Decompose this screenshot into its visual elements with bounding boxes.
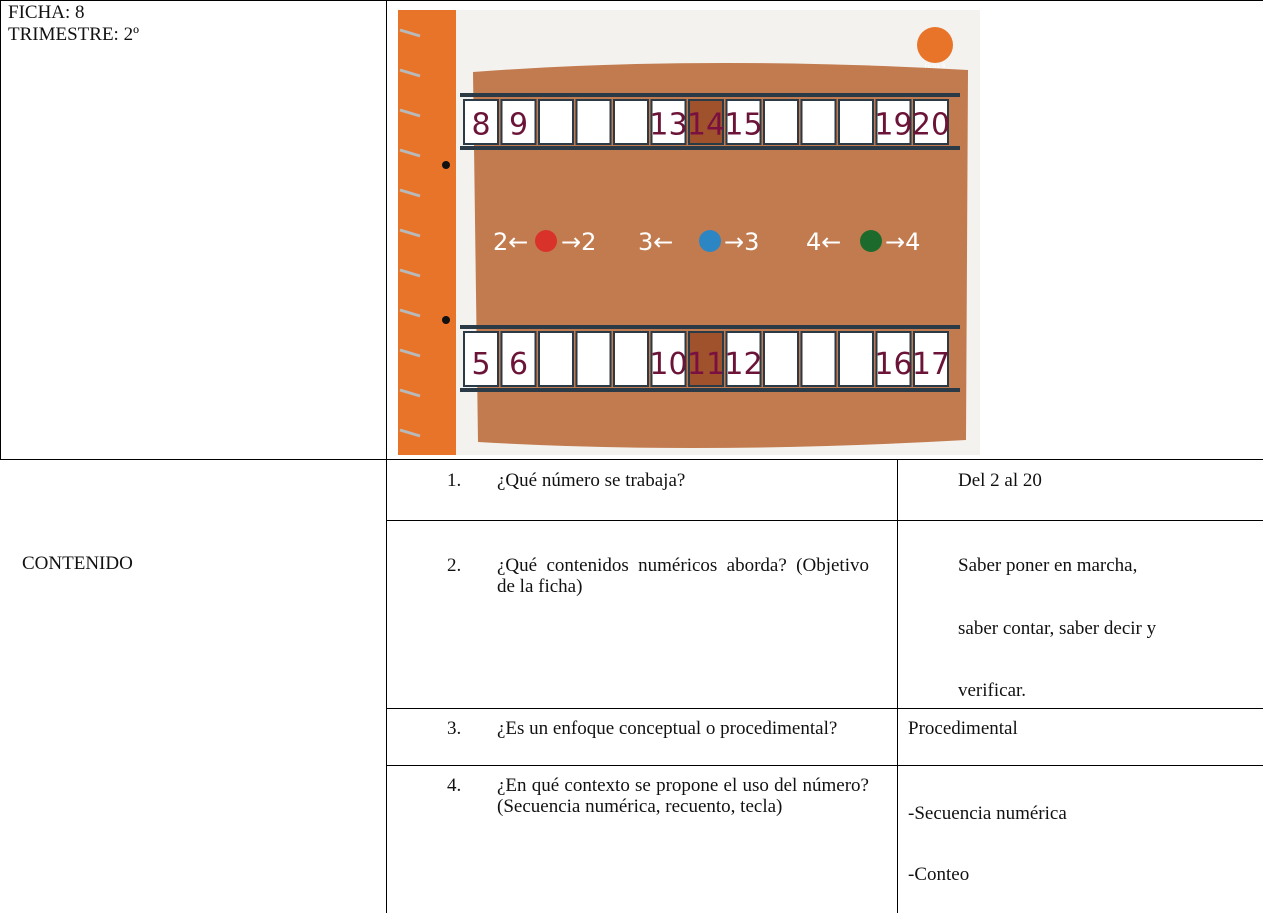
ladder-number: 16 bbox=[874, 347, 912, 382]
border bbox=[0, 459, 1263, 460]
ladder-number: 8 bbox=[471, 107, 490, 142]
ladder-cell bbox=[613, 99, 649, 145]
ladder-cell bbox=[538, 331, 574, 387]
ladder-number: 6 bbox=[509, 347, 528, 382]
ladder-number: 11 bbox=[687, 347, 725, 382]
question-number: 3. bbox=[447, 718, 462, 739]
ladder-cell bbox=[463, 99, 499, 145]
ladder-cell bbox=[650, 331, 687, 387]
answer-line: saber contar, saber decir y bbox=[958, 618, 1157, 639]
ladder-cell bbox=[688, 99, 724, 145]
answer-line: Saber poner en marcha, bbox=[958, 555, 1138, 576]
ladder-cell bbox=[650, 99, 687, 145]
ladder-cell bbox=[575, 99, 612, 145]
ladder-cell bbox=[538, 99, 574, 145]
ladder-cell bbox=[913, 99, 949, 145]
border bbox=[386, 0, 387, 913]
ladder-number: 5 bbox=[471, 347, 490, 382]
badge: Ficha 8 bbox=[924, 63, 945, 70]
ladder-number: 14 bbox=[687, 107, 725, 142]
ladder-cell bbox=[875, 99, 912, 145]
border bbox=[0, 0, 1263, 1]
ladder-number: 9 bbox=[509, 107, 528, 142]
border bbox=[386, 765, 1263, 766]
border bbox=[386, 708, 1263, 709]
ladder-number: 12 bbox=[724, 347, 762, 382]
ladder-cell bbox=[763, 331, 799, 387]
ladder-cell bbox=[500, 99, 537, 145]
answer-line: -Conteo bbox=[908, 864, 970, 885]
answer-line: -Secuencia numérica bbox=[908, 803, 1067, 824]
ladder-number: 15 bbox=[724, 107, 762, 142]
ladder-cell bbox=[913, 331, 949, 387]
answer-line: Procedimental bbox=[908, 718, 1018, 739]
question-text: ¿En qué contexto se propone el uso del n… bbox=[497, 775, 869, 817]
top-ladder: 8 9 13 14 15 19 20 bbox=[460, 93, 960, 150]
question-text: ¿Qué contenidos numéricos aborda? (Objet… bbox=[497, 555, 869, 597]
ladder-number: 20 bbox=[912, 107, 950, 142]
ladder-cell bbox=[575, 331, 612, 387]
ladder-number: 19 bbox=[874, 107, 912, 142]
ladder-cell bbox=[500, 331, 537, 387]
arrow-label: 4← bbox=[806, 228, 841, 256]
border bbox=[897, 460, 898, 913]
ladder-cell bbox=[838, 331, 874, 387]
arrow-label: →4 bbox=[885, 228, 920, 256]
question-number: 4. bbox=[447, 775, 462, 796]
ladder-cell bbox=[800, 99, 837, 145]
bottom-ladder: 5 6 10 11 12 16 17 bbox=[460, 325, 960, 392]
ladder-cell bbox=[838, 99, 874, 145]
ladder-number: 13 bbox=[649, 107, 687, 142]
border bbox=[0, 0, 1, 460]
question-text: ¿Es un enfoque conceptual o procedimenta… bbox=[497, 718, 838, 739]
ladder-number: 17 bbox=[912, 347, 950, 382]
border bbox=[386, 520, 1263, 521]
ladder-cell bbox=[763, 99, 799, 145]
question-text: ¿Qué número se trabaja? bbox=[497, 470, 686, 491]
question-number: 1. bbox=[447, 470, 462, 491]
trimestre: TRIMESTRE: 2º bbox=[8, 24, 139, 45]
ladder-cell bbox=[725, 99, 762, 145]
ladder-cell bbox=[875, 331, 912, 387]
answer-line: Del 2 al 20 bbox=[958, 470, 1042, 491]
ficha: FICHA: 8 bbox=[8, 2, 85, 23]
ladder-cell bbox=[725, 331, 762, 387]
arrow-label: 3← bbox=[638, 228, 673, 256]
arrow-label: 2← bbox=[493, 228, 528, 256]
arrow-label: →2 bbox=[561, 228, 596, 256]
worksheet-photo: Ficha 8 8 9 13 14 15 19 20 5 6 10 11 12 16 17 2← →2 … bbox=[398, 10, 980, 455]
ladder-number: 10 bbox=[649, 347, 687, 382]
arrow-label: →3 bbox=[724, 228, 759, 256]
ladder-cell bbox=[800, 331, 837, 387]
ladder-cell bbox=[463, 331, 499, 387]
ladder-cell bbox=[688, 331, 724, 387]
question-number: 2. bbox=[447, 555, 462, 576]
section-label: CONTENIDO bbox=[22, 553, 133, 574]
ladder-cell bbox=[613, 331, 649, 387]
answer-line: verificar. bbox=[958, 680, 1027, 701]
